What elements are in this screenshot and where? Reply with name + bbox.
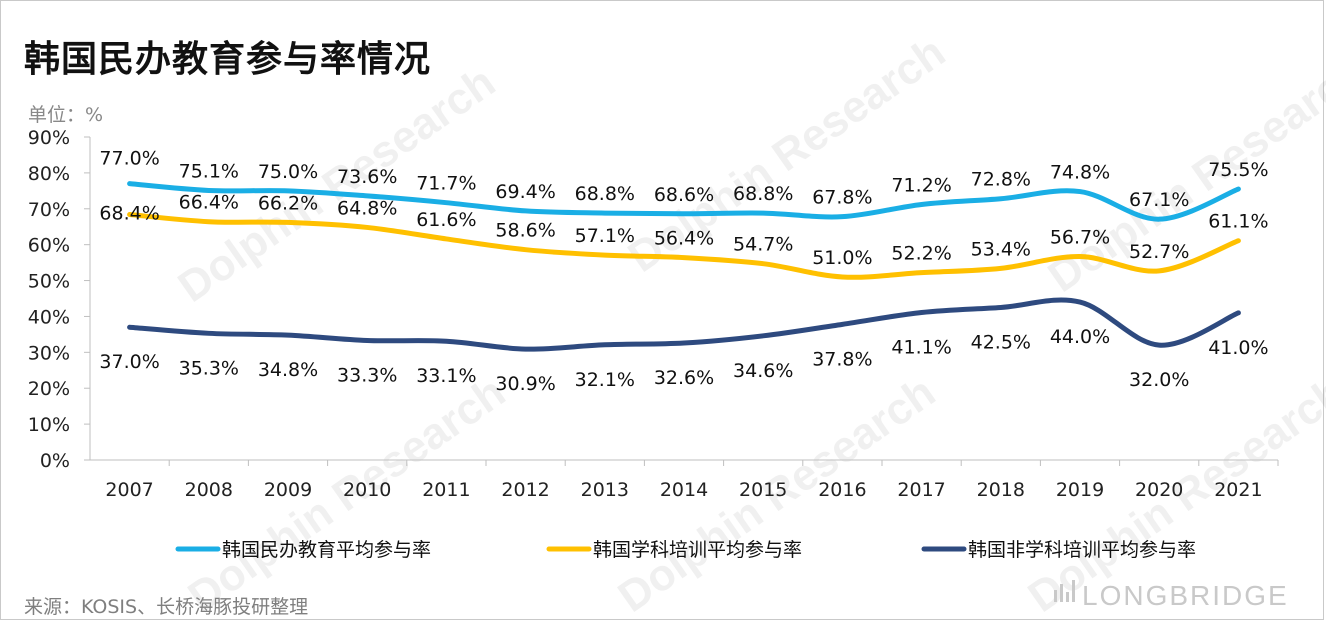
data-label-subject-tutoring: 61.1% <box>1208 211 1268 233</box>
data-label-non-subject-tutoring: 30.9% <box>495 373 555 395</box>
data-label-subject-tutoring: 51.0% <box>812 247 872 269</box>
data-label-subject-tutoring: 54.7% <box>733 234 793 256</box>
data-label-private-education: 67.8% <box>812 187 872 209</box>
x-tick-label: 2016 <box>818 479 866 501</box>
data-label-private-education: 77.0% <box>99 148 159 170</box>
data-label-non-subject-tutoring: 41.1% <box>891 336 951 358</box>
data-label-private-education: 75.0% <box>258 161 318 183</box>
brand-logo-icon <box>1052 578 1078 604</box>
data-label-non-subject-tutoring: 41.0% <box>1208 337 1268 359</box>
data-label-non-subject-tutoring: 32.6% <box>654 367 714 389</box>
data-label-non-subject-tutoring: 32.1% <box>575 369 635 391</box>
data-label-private-education: 75.5% <box>1208 159 1268 181</box>
data-label-non-subject-tutoring: 34.8% <box>258 359 318 381</box>
x-tick-label: 2015 <box>739 479 787 501</box>
y-tick-label: 90% <box>28 127 70 149</box>
data-label-private-education: 67.1% <box>1129 189 1189 211</box>
data-label-private-education: 74.8% <box>1050 162 1110 184</box>
y-tick-label: 30% <box>28 342 70 364</box>
x-tick-label: 2020 <box>1135 479 1183 501</box>
data-label-subject-tutoring: 58.6% <box>495 220 555 242</box>
x-tick-label: 2011 <box>422 479 470 501</box>
data-label-subject-tutoring: 57.1% <box>575 225 635 247</box>
x-tick-label: 2012 <box>501 479 549 501</box>
data-label-non-subject-tutoring: 37.0% <box>99 351 159 373</box>
y-tick-label: 50% <box>28 271 70 293</box>
legend-label: 韩国非学科培训平均参与率 <box>968 539 1196 561</box>
y-tick-label: 20% <box>28 378 70 400</box>
y-tick-label: 70% <box>28 199 70 221</box>
x-tick-label: 2019 <box>1056 479 1104 501</box>
y-tick-label: 0% <box>40 450 70 472</box>
data-label-private-education: 69.4% <box>495 181 555 203</box>
x-tick-label: 2013 <box>581 479 629 501</box>
y-tick-label: 10% <box>28 414 70 436</box>
legend-label: 韩国学科培训平均参与率 <box>593 539 802 561</box>
data-label-private-education: 68.8% <box>733 183 793 205</box>
source-note: 来源：KOSIS、长桥海豚投研整理 <box>24 592 308 619</box>
data-label-subject-tutoring: 66.2% <box>258 192 318 214</box>
data-label-private-education: 71.2% <box>891 174 951 196</box>
data-label-non-subject-tutoring: 44.0% <box>1050 326 1110 348</box>
data-label-private-education: 75.1% <box>179 160 239 182</box>
data-label-subject-tutoring: 64.8% <box>337 197 397 219</box>
x-tick-label: 2021 <box>1214 479 1262 501</box>
data-label-non-subject-tutoring: 33.1% <box>416 365 476 387</box>
x-tick-label: 2018 <box>977 479 1025 501</box>
legend-label: 韩国民办教育平均参与率 <box>222 539 431 561</box>
data-label-subject-tutoring: 68.4% <box>99 203 159 225</box>
data-label-non-subject-tutoring: 33.3% <box>337 364 397 386</box>
data-label-non-subject-tutoring: 34.6% <box>733 360 793 382</box>
y-tick-label: 40% <box>28 306 70 328</box>
data-label-subject-tutoring: 66.4% <box>179 192 239 214</box>
data-label-subject-tutoring: 53.4% <box>971 238 1031 260</box>
y-tick-label: 80% <box>28 163 70 185</box>
x-tick-label: 2014 <box>660 479 708 501</box>
data-label-non-subject-tutoring: 35.3% <box>179 357 239 379</box>
data-label-non-subject-tutoring: 32.0% <box>1129 369 1189 391</box>
data-label-private-education: 72.8% <box>971 169 1031 191</box>
y-tick-label: 60% <box>28 235 70 257</box>
x-tick-label: 2009 <box>264 479 312 501</box>
data-label-private-education: 71.7% <box>416 173 476 195</box>
x-tick-label: 2007 <box>105 479 153 501</box>
x-tick-label: 2008 <box>185 479 233 501</box>
data-label-private-education: 68.6% <box>654 184 714 206</box>
data-label-private-education: 73.6% <box>337 166 397 188</box>
brand-wordmark: LONGBRIDGE <box>1082 580 1289 612</box>
data-label-subject-tutoring: 52.7% <box>1129 241 1189 263</box>
x-tick-label: 2010 <box>343 479 391 501</box>
data-label-non-subject-tutoring: 42.5% <box>971 331 1031 353</box>
data-label-private-education: 68.8% <box>575 183 635 205</box>
data-label-non-subject-tutoring: 37.8% <box>812 348 872 370</box>
x-tick-label: 2017 <box>897 479 945 501</box>
data-label-subject-tutoring: 61.6% <box>416 209 476 231</box>
data-label-subject-tutoring: 52.2% <box>891 243 951 265</box>
data-label-subject-tutoring: 56.7% <box>1050 227 1110 249</box>
data-label-subject-tutoring: 56.4% <box>654 228 714 250</box>
